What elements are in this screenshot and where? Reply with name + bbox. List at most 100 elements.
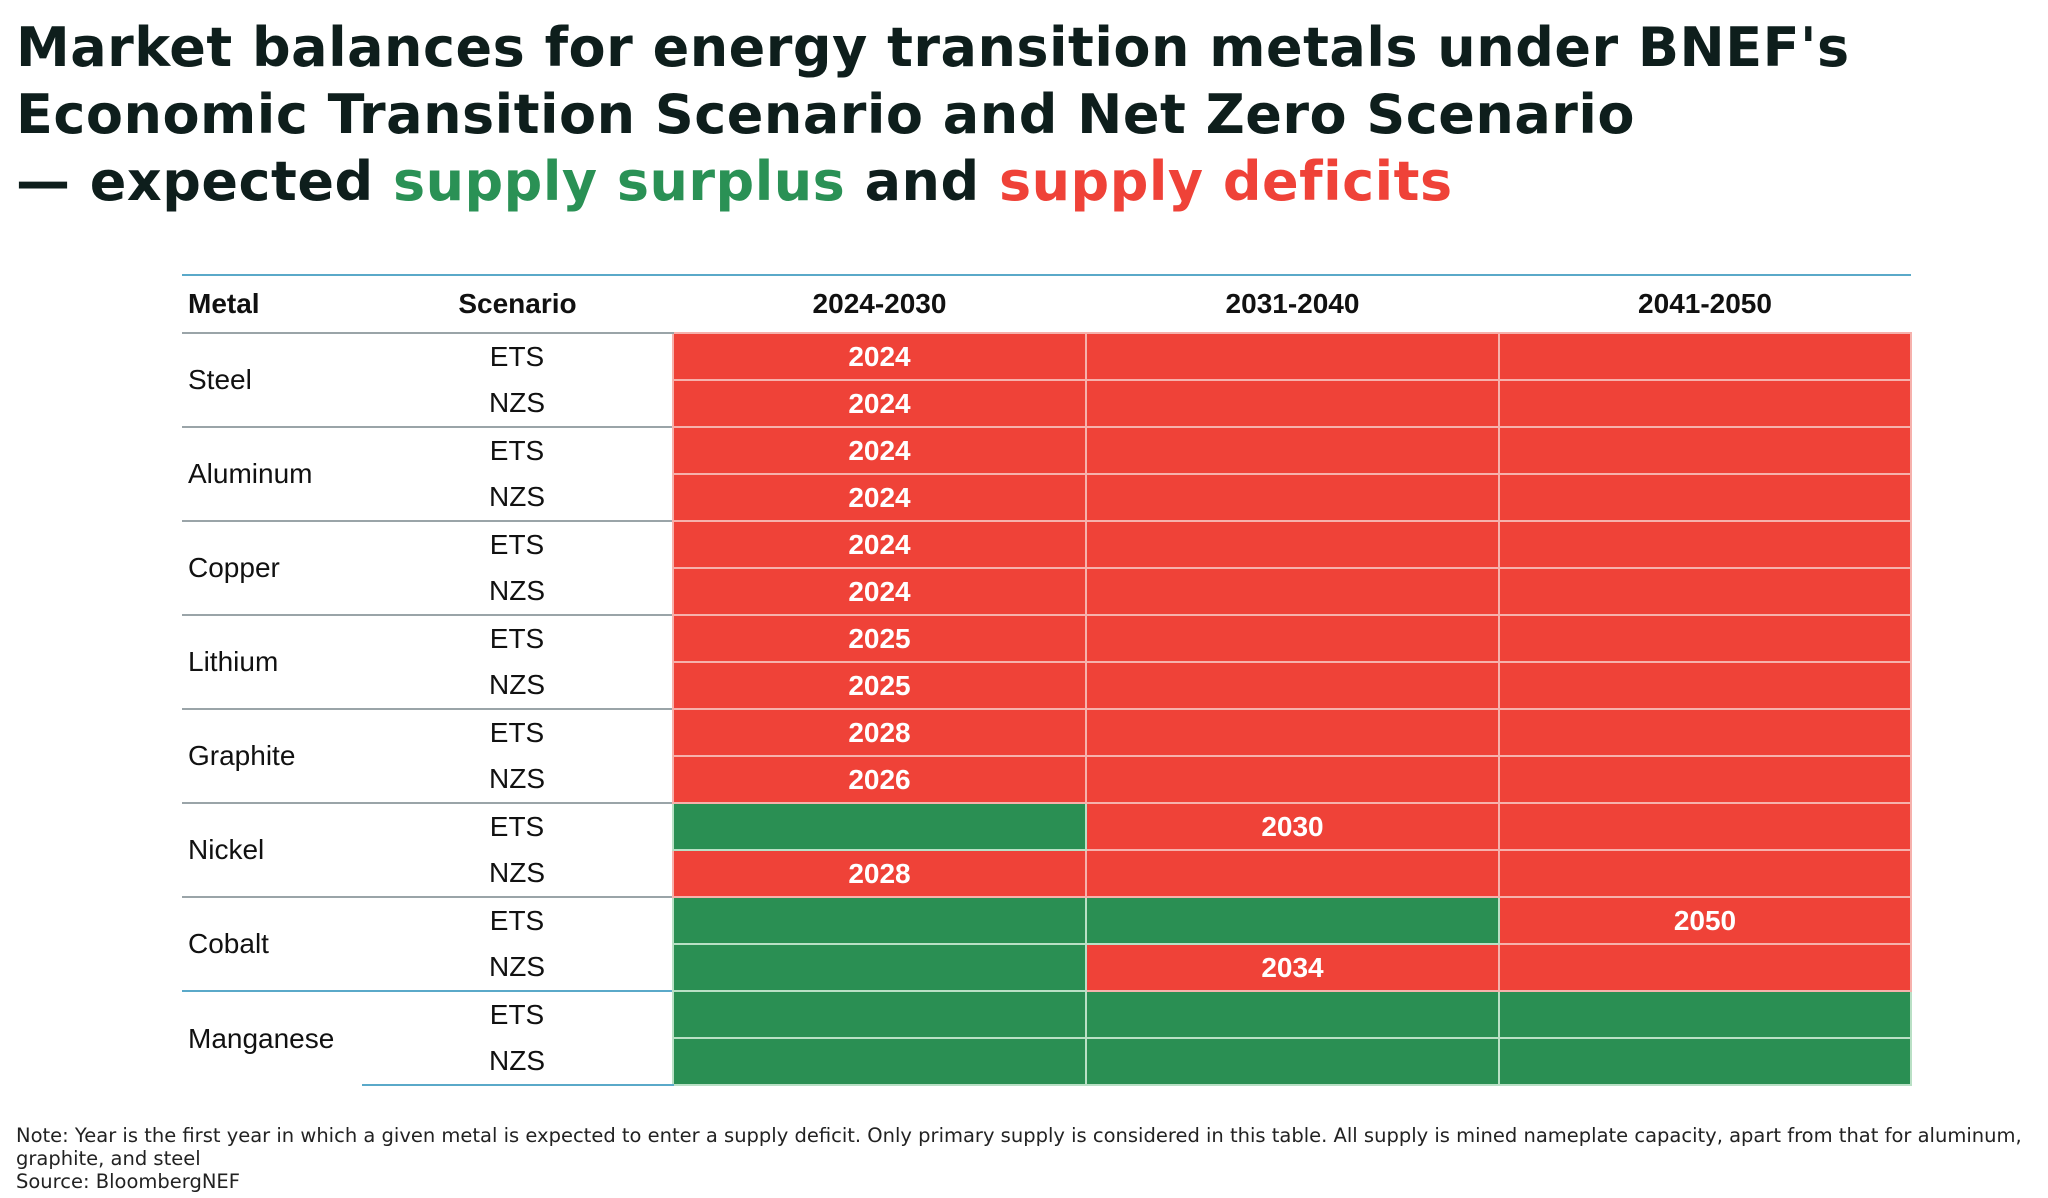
deficit-cell <box>1085 849 1500 898</box>
scenario-label: NZS <box>489 763 545 794</box>
deficit-cell: 2028 <box>672 849 1087 898</box>
scenario-label: NZS <box>489 669 545 700</box>
deficit-cell: 2024 <box>672 473 1087 522</box>
deficit-cell: 2030 <box>1085 802 1500 851</box>
deficit-cell <box>1498 755 1912 804</box>
table-body: Steel ETS 2024 NZS 2024 Aluminum ETS 2024 NZS 202… <box>182 332 1912 1086</box>
deficit-cell <box>1498 614 1912 663</box>
surplus-cell <box>1085 1037 1500 1086</box>
table-row: Nickel ETS 2030 <box>182 802 1912 897</box>
deficit-cell: 2024 <box>672 379 1087 428</box>
deficit-cell: 2025 <box>672 661 1087 710</box>
scenario-label: NZS <box>489 857 545 888</box>
scenario-label: ETS <box>362 520 673 568</box>
deficit-cell <box>1085 708 1500 757</box>
scenario-label: NZS <box>362 1038 673 1086</box>
title-line-1: Market balances for energy transition me… <box>16 16 1850 79</box>
scenario-label: ETS <box>362 426 673 474</box>
deficit-cell <box>1498 379 1912 428</box>
table-row: NZS 2024 <box>182 567 1912 616</box>
surplus-cell <box>1498 1037 1912 1086</box>
deficit-cell <box>1085 661 1500 710</box>
deficit-cell <box>1085 379 1500 428</box>
metal-label: Steel <box>182 332 362 427</box>
header-period-2024-2030: 2024-2030 <box>812 288 947 319</box>
deficit-cell <box>1498 520 1912 569</box>
deficit-cell <box>1085 520 1500 569</box>
table-row: NZS 2026 <box>182 755 1912 804</box>
deficit-cell: 2026 <box>672 755 1087 804</box>
table-row: Aluminum ETS 2024 <box>182 426 1912 521</box>
scenario-label: NZS <box>489 575 545 606</box>
surplus-cell <box>672 943 1087 992</box>
scenario-label: ETS <box>362 990 673 1038</box>
table-row: Graphite ETS 2028 <box>182 708 1912 803</box>
title-prefix: — expected <box>16 150 393 213</box>
deficit-cell <box>1498 567 1912 616</box>
surplus-cell <box>672 802 1087 851</box>
deficit-cell: 2024 <box>672 332 1087 381</box>
surplus-cell <box>672 990 1087 1039</box>
title-surplus-label: supply surplus <box>392 150 846 213</box>
surplus-cell <box>1085 990 1500 1039</box>
deficit-cell: 2024 <box>672 567 1087 616</box>
deficit-cell <box>1498 802 1912 851</box>
metal-label: Lithium <box>182 614 362 709</box>
deficit-cell: 2034 <box>1085 943 1500 992</box>
header-row: Metal Scenario 2024-2030 2031-2040 2041-… <box>182 275 1911 333</box>
deficit-cell: 2050 <box>1498 896 1912 945</box>
title-line-3: — expected supply surplus and supply def… <box>16 148 2006 215</box>
surplus-cell <box>1498 990 1912 1039</box>
deficit-cell: 2028 <box>672 708 1087 757</box>
metal-label: Nickel <box>182 802 362 897</box>
deficit-cell <box>1085 426 1500 475</box>
scenario-label: NZS <box>489 481 545 512</box>
deficit-cell <box>1498 943 1912 992</box>
table-row: NZS 2024 <box>182 473 1912 522</box>
footnote: Note: Year is the first year in which a … <box>16 1124 2022 1170</box>
deficit-cell <box>1085 332 1500 381</box>
deficit-cell <box>1498 708 1912 757</box>
metal-label: Manganese <box>182 990 362 1085</box>
surplus-cell <box>1085 896 1500 945</box>
table-row: Steel ETS 2024 <box>182 332 1912 427</box>
deficit-cell <box>1085 473 1500 522</box>
table-row: Cobalt ETS 2050 <box>182 896 1912 991</box>
deficit-cell: 2024 <box>672 426 1087 475</box>
header-scenario: Scenario <box>458 288 577 319</box>
header-period-2041-2050: 2041-2050 <box>1638 288 1772 319</box>
header-metal: Metal <box>188 288 260 319</box>
deficit-cell: 2024 <box>672 520 1087 569</box>
deficit-cell <box>1498 661 1912 710</box>
table-row: NZS <box>182 1037 1912 1086</box>
metal-label: Aluminum <box>182 426 362 521</box>
deficit-cell <box>1498 473 1912 522</box>
scenario-label: ETS <box>362 896 673 944</box>
market-balance-table: Metal Scenario 2024-2030 2031-2040 2041-… <box>182 274 1912 1086</box>
deficit-cell <box>1498 332 1912 381</box>
scenario-label: ETS <box>362 332 673 380</box>
title-mid: and <box>845 150 999 213</box>
surplus-cell <box>672 896 1087 945</box>
scenario-label: ETS <box>362 614 673 662</box>
table-row: Manganese ETS <box>182 990 1912 1085</box>
header-period-2031-2040: 2031-2040 <box>1225 288 1360 319</box>
metal-label: Graphite <box>182 708 362 803</box>
title-deficit-label: supply deficits <box>998 150 1453 213</box>
deficit-cell <box>1498 426 1912 475</box>
table-row: Lithium ETS 2025 <box>182 614 1912 709</box>
deficit-cell <box>1085 755 1500 804</box>
table-row: Copper ETS 2024 <box>182 520 1912 615</box>
deficit-cell: 2025 <box>672 614 1087 663</box>
surplus-cell <box>672 1037 1087 1086</box>
scenario-label: NZS <box>489 951 545 982</box>
source-line: Source: BloombergNEF <box>16 1170 240 1193</box>
table-row: NZS 2034 <box>182 943 1912 992</box>
scenario-label: NZS <box>489 387 545 418</box>
table-row: NZS 2024 <box>182 379 1912 428</box>
market-balance-table-container: Metal Scenario 2024-2030 2031-2040 2041-… <box>182 274 1912 1086</box>
chart-title: Market balances for energy transition me… <box>16 14 2006 215</box>
deficit-cell <box>1498 849 1912 898</box>
scenario-label: ETS <box>362 802 673 850</box>
deficit-cell <box>1085 567 1500 616</box>
